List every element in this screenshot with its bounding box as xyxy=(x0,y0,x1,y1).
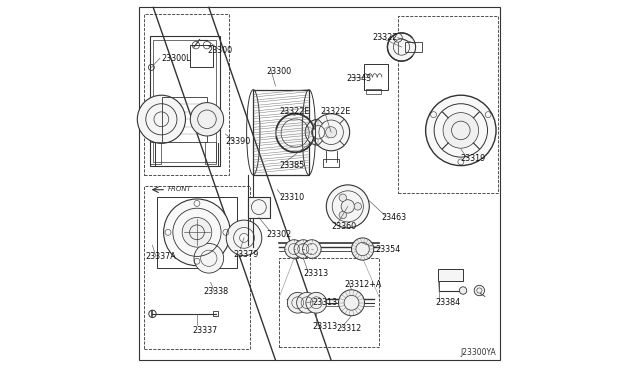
Circle shape xyxy=(164,199,230,266)
Circle shape xyxy=(326,185,369,228)
Bar xyxy=(398,16,498,193)
Bar xyxy=(279,258,380,347)
Text: 23337A: 23337A xyxy=(146,252,177,261)
Text: FRONT: FRONT xyxy=(168,186,192,192)
Bar xyxy=(248,197,270,218)
Circle shape xyxy=(339,290,364,316)
Circle shape xyxy=(387,33,415,61)
Bar xyxy=(150,141,161,164)
Circle shape xyxy=(276,114,314,152)
Text: 23343: 23343 xyxy=(346,74,371,83)
Bar xyxy=(144,14,229,175)
Text: 23463: 23463 xyxy=(381,213,406,222)
Text: 23300: 23300 xyxy=(266,67,291,76)
Text: 23379: 23379 xyxy=(233,250,259,259)
Bar xyxy=(144,186,250,349)
Text: 23338: 23338 xyxy=(204,287,228,296)
Circle shape xyxy=(351,238,374,260)
Text: 23300: 23300 xyxy=(207,46,232,55)
Text: 23390: 23390 xyxy=(225,137,251,146)
Circle shape xyxy=(297,292,317,313)
Circle shape xyxy=(306,292,326,313)
Text: J23300YA: J23300YA xyxy=(460,348,496,357)
Circle shape xyxy=(426,95,496,166)
Text: 23300L: 23300L xyxy=(161,54,191,62)
Circle shape xyxy=(443,113,479,148)
Text: 23302: 23302 xyxy=(266,230,291,239)
Circle shape xyxy=(312,114,349,151)
Circle shape xyxy=(294,240,312,258)
Text: 23313: 23313 xyxy=(303,269,328,278)
Text: 23313: 23313 xyxy=(312,298,338,307)
Bar xyxy=(364,64,388,90)
Text: 23354: 23354 xyxy=(376,244,401,253)
Bar xyxy=(253,90,309,175)
Text: 23322E: 23322E xyxy=(320,108,350,116)
Bar xyxy=(205,141,216,164)
Bar xyxy=(405,42,422,52)
Circle shape xyxy=(354,203,362,210)
Circle shape xyxy=(194,243,223,273)
Circle shape xyxy=(474,285,484,296)
Circle shape xyxy=(226,220,262,256)
Circle shape xyxy=(182,218,212,247)
Circle shape xyxy=(303,240,321,258)
Circle shape xyxy=(341,200,355,213)
Text: 23322E: 23322E xyxy=(279,108,310,116)
Circle shape xyxy=(190,103,223,136)
Text: 23385: 23385 xyxy=(279,161,305,170)
Bar xyxy=(323,159,339,167)
Bar xyxy=(163,97,207,141)
Circle shape xyxy=(305,119,331,145)
Circle shape xyxy=(460,287,467,294)
Bar xyxy=(366,89,381,94)
Bar xyxy=(157,197,237,267)
Circle shape xyxy=(326,127,337,138)
Bar xyxy=(212,311,218,317)
Text: 23310: 23310 xyxy=(279,193,305,202)
Circle shape xyxy=(138,95,186,143)
Text: 23337: 23337 xyxy=(192,326,218,335)
Text: 23312: 23312 xyxy=(337,324,362,333)
Circle shape xyxy=(285,240,303,258)
Circle shape xyxy=(287,292,308,313)
Text: 23360: 23360 xyxy=(331,222,356,231)
Circle shape xyxy=(339,194,346,201)
Text: 23322: 23322 xyxy=(372,33,397,42)
Text: 23384: 23384 xyxy=(435,298,460,307)
Bar xyxy=(153,39,216,162)
Text: 23313: 23313 xyxy=(312,322,338,331)
Bar xyxy=(438,269,463,280)
Text: 23312+A: 23312+A xyxy=(344,280,381,289)
Circle shape xyxy=(339,211,346,219)
Bar xyxy=(190,45,212,67)
Bar xyxy=(150,36,220,166)
Text: 23319: 23319 xyxy=(461,154,486,163)
